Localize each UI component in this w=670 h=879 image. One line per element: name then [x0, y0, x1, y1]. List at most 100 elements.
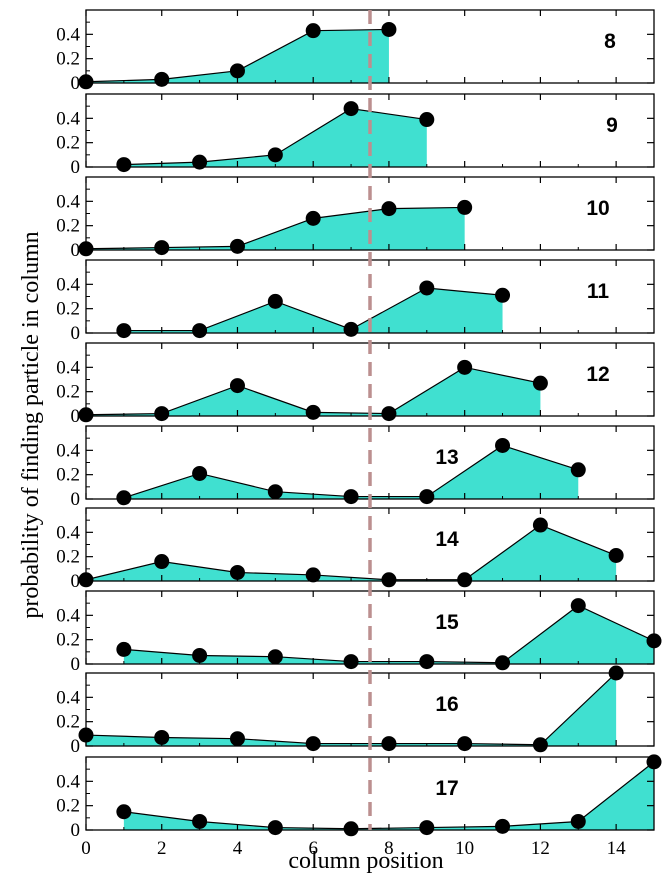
- data-point-15: [192, 647, 208, 663]
- data-point-10: [229, 238, 245, 254]
- data-point-8: [78, 74, 94, 90]
- data-point-14: [608, 547, 624, 563]
- x-tick-label: 8: [384, 838, 394, 859]
- x-tick-label: 12: [531, 838, 550, 859]
- panel-label: 9: [606, 114, 618, 137]
- data-point-14: [78, 572, 94, 588]
- data-point-9: [267, 147, 283, 163]
- data-point-8: [154, 71, 170, 87]
- y-tick-label: 0: [71, 323, 81, 344]
- panel-17: 0 0.2 0.4 17: [56, 754, 662, 841]
- data-point-11: [495, 287, 511, 303]
- y-tick-label: 0.2: [56, 796, 80, 817]
- x-tick-label: 4: [233, 838, 243, 859]
- data-point-12: [229, 378, 245, 394]
- data-point-16: [532, 737, 548, 753]
- data-point-8: [305, 23, 321, 39]
- y-tick-label: 0: [71, 654, 81, 675]
- data-point-14: [381, 572, 397, 588]
- panel-label: 15: [435, 611, 459, 634]
- data-point-13: [192, 465, 208, 481]
- panel-label: 14: [435, 528, 459, 551]
- panel-11: 0 0.2 0.4 11: [56, 259, 655, 344]
- panel-label: 13: [435, 446, 458, 469]
- data-point-9: [116, 157, 132, 173]
- y-tick-label: 0.4: [56, 771, 80, 792]
- panel-8: 0 0.2 0.4 8: [56, 9, 655, 94]
- data-point-11: [192, 323, 208, 339]
- data-point-13: [343, 489, 359, 505]
- data-point-12: [154, 406, 170, 422]
- data-point-17: [570, 813, 586, 829]
- y-tick-label: 0: [71, 820, 81, 841]
- data-point-10: [457, 199, 473, 215]
- data-point-8: [381, 21, 397, 37]
- data-point-15: [570, 598, 586, 614]
- y-tick-label: 0.4: [56, 24, 80, 45]
- y-tick-label: 0.4: [56, 274, 80, 295]
- area-fill-9: [123, 108, 427, 167]
- data-point-9: [192, 154, 208, 170]
- data-point-17: [646, 754, 662, 770]
- data-point-14: [305, 567, 321, 583]
- data-point-15: [646, 633, 662, 649]
- data-point-13: [267, 484, 283, 500]
- data-point-8: [229, 63, 245, 79]
- data-point-13: [419, 489, 435, 505]
- area-fill-17: [123, 761, 654, 830]
- area-fill-13: [123, 445, 579, 499]
- data-point-17: [495, 818, 511, 834]
- data-point-9: [343, 101, 359, 117]
- panel-label: 10: [586, 197, 609, 220]
- data-point-16: [78, 727, 94, 743]
- data-point-17: [343, 821, 359, 837]
- panel-label: 11: [587, 280, 610, 303]
- data-point-10: [381, 201, 397, 217]
- panel-9: 0 0.2 0.4 9: [56, 93, 655, 178]
- series-line-14: [86, 524, 617, 581]
- data-point-14: [532, 517, 548, 533]
- data-point-11: [267, 293, 283, 309]
- panel-16: 0 0.2 0.4 16: [56, 665, 655, 757]
- data-point-16: [154, 729, 170, 745]
- data-point-15: [495, 655, 511, 671]
- y-tick-label: 0.4: [56, 605, 80, 626]
- x-tick-label: 0: [81, 838, 91, 859]
- data-point-17: [116, 804, 132, 820]
- data-point-15: [343, 654, 359, 670]
- data-point-11: [343, 321, 359, 337]
- data-point-17: [267, 820, 283, 836]
- data-point-16: [457, 736, 473, 752]
- y-tick-label: 0.2: [56, 630, 80, 651]
- y-tick-label: 0: [71, 489, 81, 510]
- y-tick-label: 0: [71, 736, 81, 757]
- x-tick-label: 14: [607, 838, 627, 859]
- data-point-15: [267, 649, 283, 665]
- data-point-12: [532, 375, 548, 391]
- y-axis-title: probability of finding particle in colum…: [18, 231, 44, 618]
- x-tick-label: 6: [308, 838, 318, 859]
- data-point-14: [229, 564, 245, 580]
- y-tick-label: 0: [71, 571, 81, 592]
- data-point-16: [608, 665, 624, 681]
- area-fill-15: [123, 605, 654, 664]
- data-point-16: [381, 736, 397, 752]
- data-point-12: [381, 406, 397, 422]
- data-point-17: [192, 813, 208, 829]
- x-tick-label: 2: [157, 838, 167, 859]
- y-tick-label: 0.4: [56, 687, 80, 708]
- panel-13: 0 0.2 0.4 13: [56, 425, 655, 510]
- data-point-11: [116, 323, 132, 339]
- data-point-16: [305, 736, 321, 752]
- data-point-11: [419, 280, 435, 296]
- y-tick-label: 0.2: [56, 49, 80, 70]
- data-point-12: [305, 404, 321, 420]
- area-fill-12: [86, 367, 541, 416]
- panel-15: 0 0.2 0.4 15: [56, 590, 662, 675]
- data-point-13: [570, 462, 586, 478]
- data-point-12: [78, 407, 94, 423]
- y-tick-label: 0.2: [56, 216, 80, 237]
- data-point-9: [419, 112, 435, 128]
